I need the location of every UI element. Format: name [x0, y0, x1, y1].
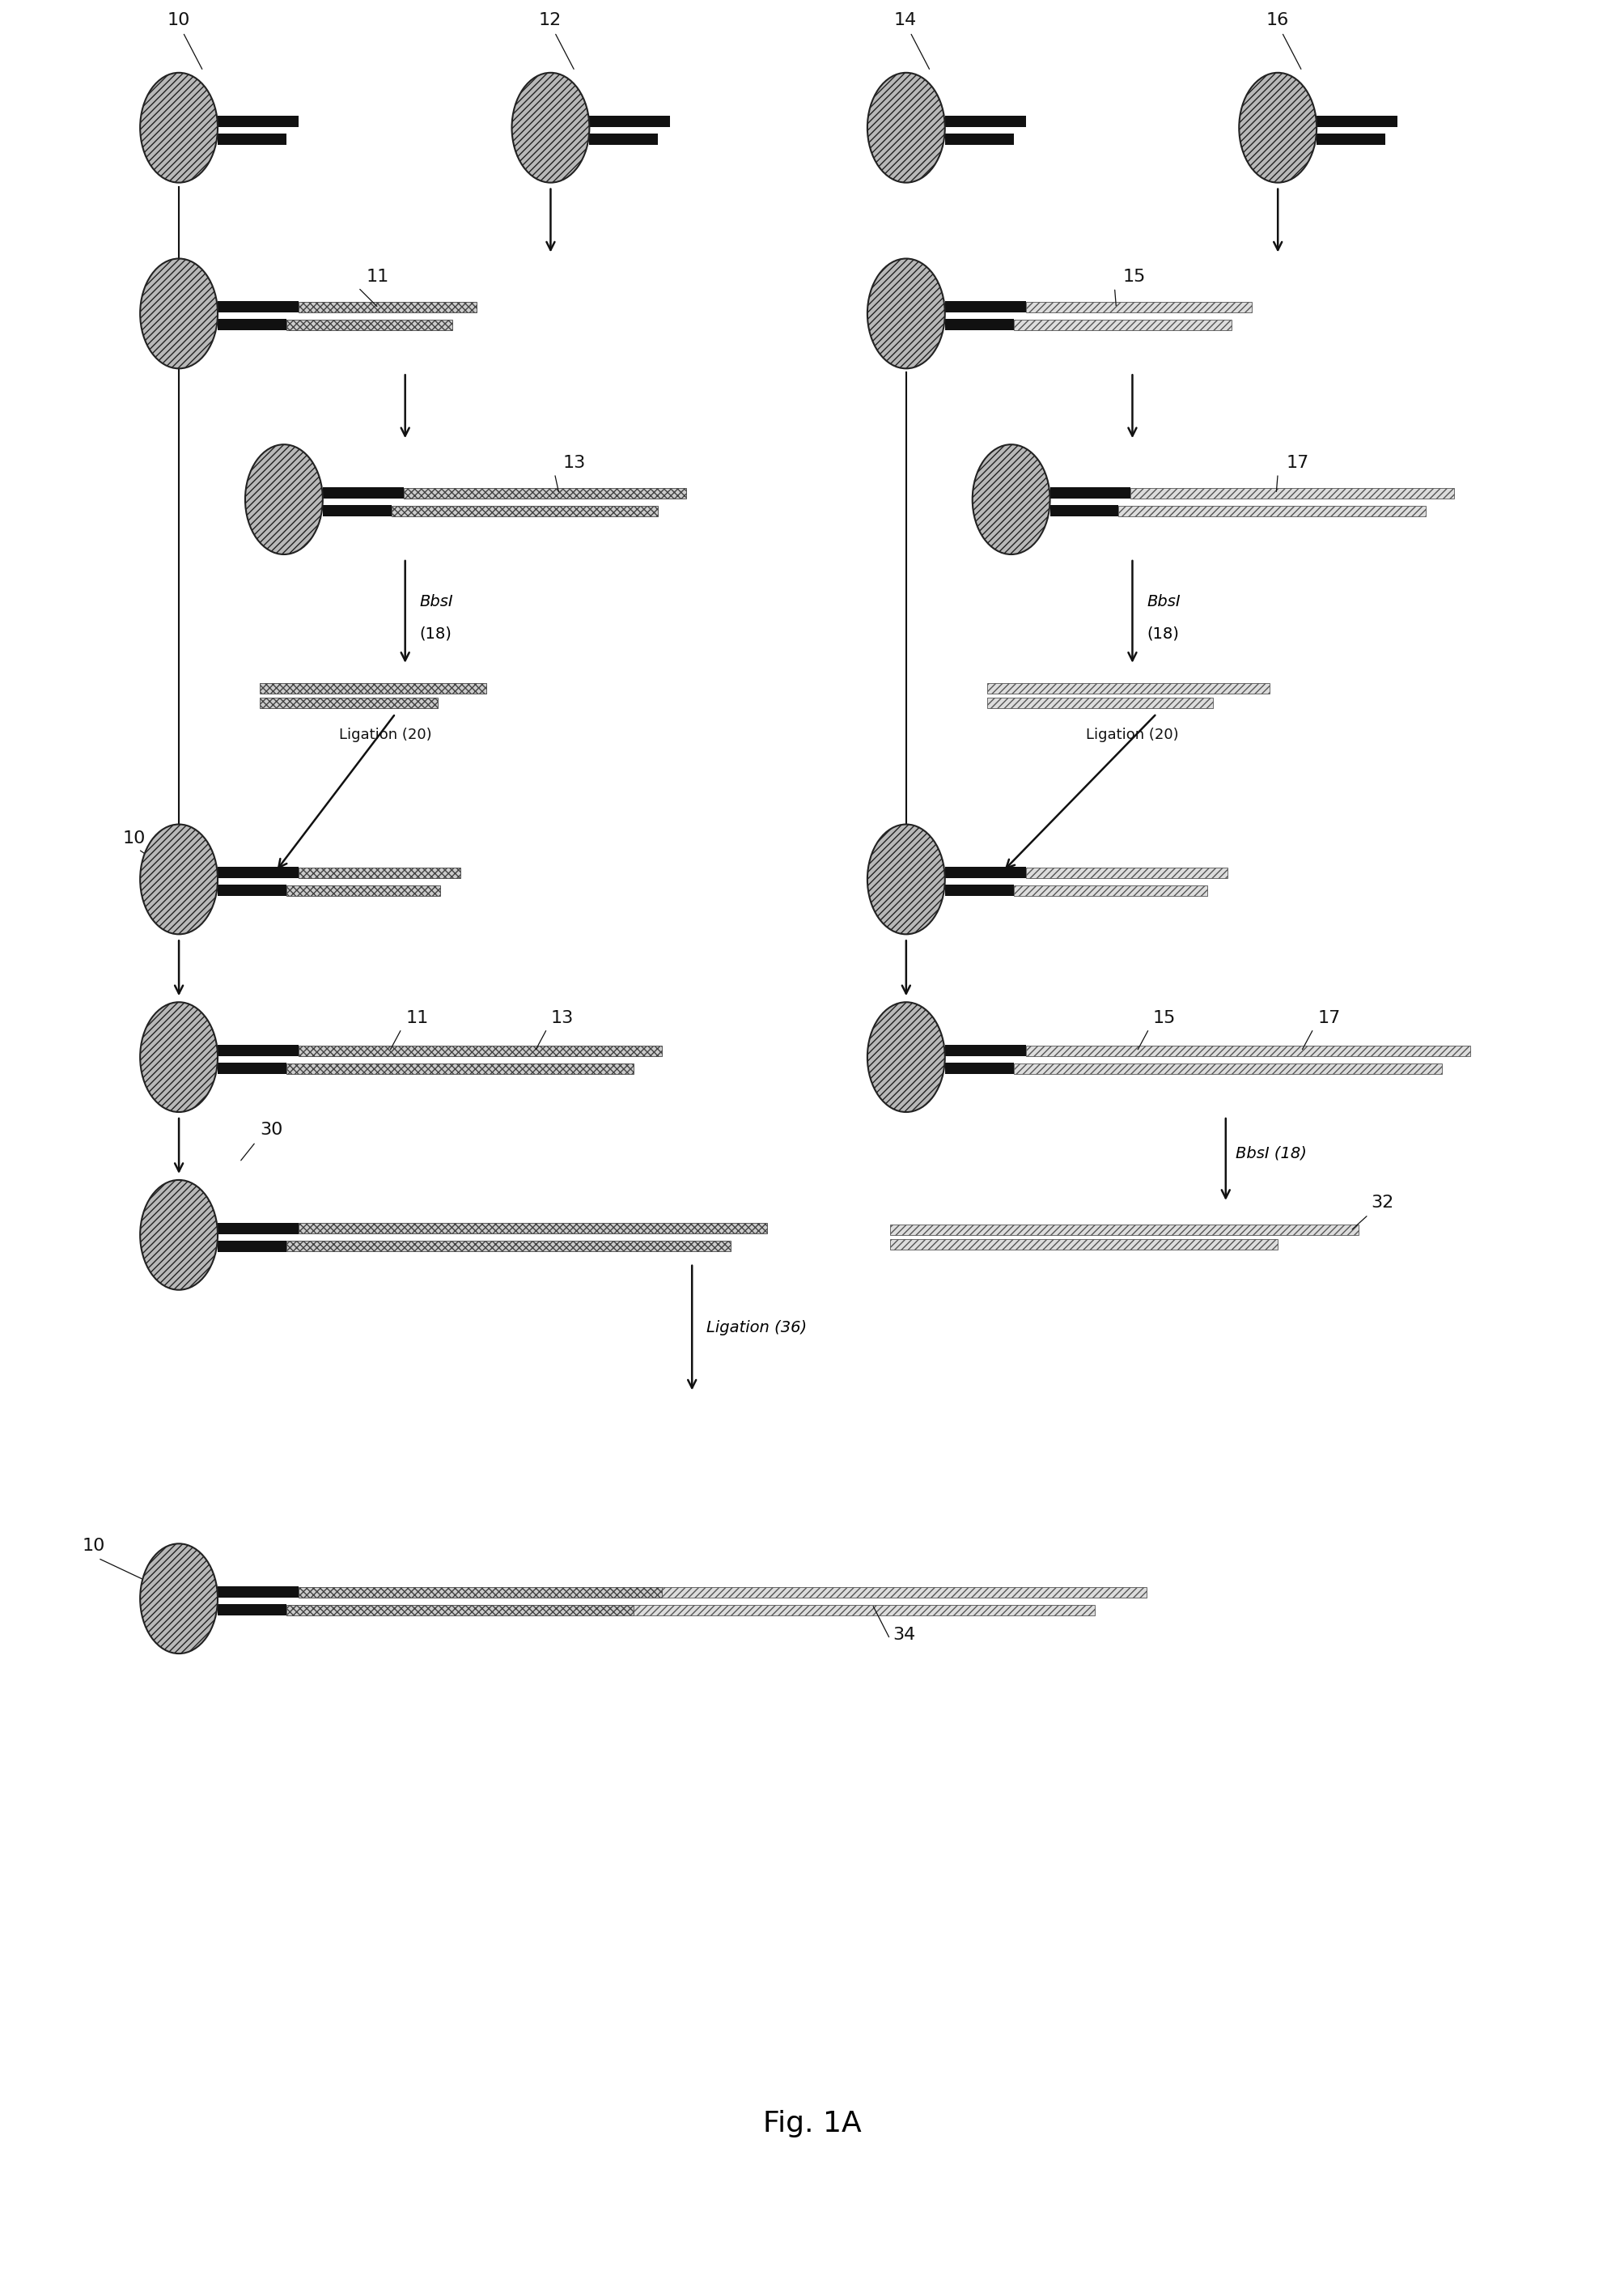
Text: 13: 13	[551, 1011, 573, 1026]
Bar	[945, 868, 1026, 879]
Bar	[987, 684, 1270, 695]
Bar	[1317, 134, 1385, 145]
Bar	[299, 1587, 663, 1597]
Bar	[945, 1063, 1013, 1074]
Bar	[945, 886, 1013, 897]
Bar	[1051, 488, 1130, 500]
Bar	[945, 116, 1026, 127]
Text: 30: 30	[260, 1122, 283, 1138]
Bar	[890, 1224, 1359, 1235]
Bar	[1119, 506, 1426, 516]
Ellipse shape	[245, 445, 323, 554]
Bar	[663, 1587, 1147, 1597]
Text: 17: 17	[1286, 454, 1309, 470]
Ellipse shape	[140, 73, 218, 182]
Bar	[590, 134, 658, 145]
Ellipse shape	[140, 824, 218, 933]
Bar	[286, 320, 451, 329]
Bar	[1013, 320, 1231, 329]
Bar	[260, 697, 437, 709]
Text: 13: 13	[564, 454, 586, 470]
Ellipse shape	[867, 259, 945, 368]
Text: Ligation (20): Ligation (20)	[339, 727, 432, 743]
Bar	[1026, 868, 1228, 879]
Text: Ligation (20): Ligation (20)	[1086, 727, 1179, 743]
Bar	[218, 1063, 286, 1074]
Bar	[218, 116, 299, 127]
Bar	[1317, 116, 1397, 127]
Bar	[945, 134, 1013, 145]
Bar	[299, 1045, 663, 1056]
Text: BbsI: BbsI	[1147, 595, 1181, 609]
Text: 11: 11	[367, 268, 390, 286]
Text: 16: 16	[1265, 11, 1288, 27]
Bar	[218, 1603, 286, 1615]
Text: (18): (18)	[1147, 627, 1179, 643]
Text: Ligation (36): Ligation (36)	[706, 1319, 807, 1335]
Text: 14: 14	[895, 11, 918, 27]
Bar	[286, 1606, 633, 1615]
Text: 17: 17	[1317, 1011, 1340, 1026]
Bar	[945, 1045, 1026, 1056]
Text: 11: 11	[406, 1011, 429, 1026]
Bar	[633, 1606, 1095, 1615]
Bar	[890, 1240, 1278, 1249]
Ellipse shape	[140, 1181, 218, 1290]
Ellipse shape	[867, 824, 945, 933]
Bar	[299, 868, 460, 879]
Bar	[260, 684, 486, 695]
Text: 10: 10	[81, 1537, 106, 1553]
Text: 15: 15	[1122, 268, 1145, 286]
Bar	[286, 886, 440, 895]
Text: BbsI: BbsI	[419, 595, 453, 609]
Text: 15: 15	[1153, 1011, 1176, 1026]
Bar	[218, 868, 299, 879]
Bar	[987, 697, 1213, 709]
Ellipse shape	[1239, 73, 1317, 182]
Text: 34: 34	[893, 1626, 916, 1642]
Bar	[323, 504, 391, 516]
Ellipse shape	[140, 1544, 218, 1653]
Ellipse shape	[973, 445, 1051, 554]
Bar	[218, 1045, 299, 1056]
Text: BbsI (18): BbsI (18)	[1236, 1145, 1307, 1160]
Bar	[590, 116, 671, 127]
Bar	[1051, 504, 1119, 516]
Text: 10: 10	[122, 831, 145, 847]
Bar	[218, 320, 286, 332]
Bar	[286, 1063, 633, 1074]
Bar	[1013, 886, 1208, 895]
Bar	[299, 302, 476, 313]
Bar	[1013, 1063, 1442, 1074]
Ellipse shape	[140, 1002, 218, 1113]
Bar	[391, 506, 658, 516]
Bar	[323, 488, 403, 500]
Bar	[299, 1224, 767, 1233]
Text: 32: 32	[1371, 1195, 1393, 1210]
Ellipse shape	[140, 259, 218, 368]
Bar	[218, 1240, 286, 1251]
Bar	[1026, 1045, 1470, 1056]
Bar	[945, 320, 1013, 332]
Text: (18): (18)	[419, 627, 451, 643]
Text: 10: 10	[167, 11, 190, 27]
Ellipse shape	[867, 1002, 945, 1113]
Bar	[945, 302, 1026, 313]
Bar	[218, 134, 286, 145]
Text: Fig. 1A: Fig. 1A	[763, 2110, 861, 2137]
Text: 12: 12	[539, 11, 562, 27]
Bar	[218, 1222, 299, 1233]
Bar	[1130, 488, 1453, 497]
Ellipse shape	[512, 73, 590, 182]
Bar	[1026, 302, 1252, 313]
Bar	[218, 302, 299, 313]
Bar	[286, 1240, 731, 1251]
Bar	[218, 1587, 299, 1599]
Bar	[403, 488, 687, 497]
Ellipse shape	[867, 73, 945, 182]
Bar	[218, 886, 286, 897]
